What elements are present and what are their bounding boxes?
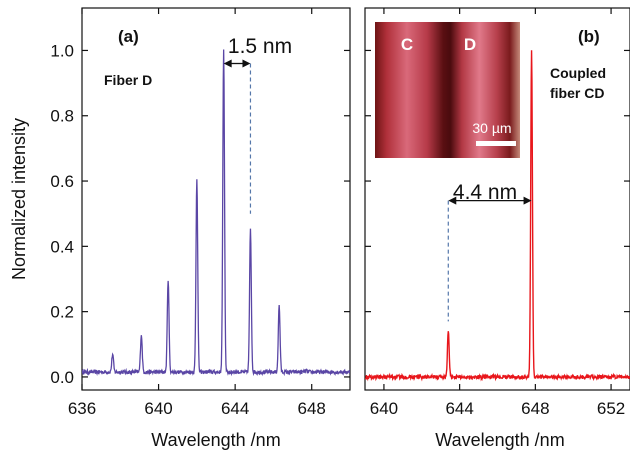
x-tick-label: 640 [144,399,172,418]
panel-a-arrowhead-left [223,59,232,68]
panel-a-spectrum-line [82,49,350,377]
y-axis-label: Normalized intensity [9,118,29,280]
y-tick-label: 0.6 [50,172,74,191]
panel-a: 636 640 644 648 0.0 0.2 0.4 0.6 0.8 1.0 1.5 nm (a… [9,7,351,450]
panel-b-legend-line-2: fiber CD [550,85,604,101]
y-tick-label: 1.0 [50,41,74,60]
panel-a-frame [81,7,351,391]
x-tick-label: 644 [445,399,473,418]
panel-a-label: (a) [118,27,139,46]
panel-b-spectrum-line [365,50,630,382]
y-tick-label: 0.2 [50,303,74,322]
x-tick-label: 648 [298,399,326,418]
panel-b-label: (b) [578,27,600,46]
panel-a-x-axis-label: Wavelength /nm [151,430,280,450]
panel-b-x-axis-label: Wavelength /nm [435,430,564,450]
inset-label-c: C [401,35,413,54]
y-tick-label: 0.4 [50,237,74,256]
panel-b-annotation: 4.4 nm [453,181,517,204]
inset-micrograph: C D 30 µm [375,22,520,158]
panel-b-arrowhead-left [448,196,457,205]
panel-b-frame [364,7,630,391]
inset-scale-bar [476,141,516,146]
panel-b: 640 644 648 652 4.4 nm (b) Coupled fiber CD… [364,7,630,450]
y-tick-label: 0.8 [50,107,74,126]
inset-label-d: D [464,35,476,54]
panel-a-annotation: 1.5 nm [228,35,292,58]
panel-b-legend-line-1: Coupled [550,65,606,81]
y-tick-label: 0.0 [50,368,74,387]
panel-a-legend-text: Fiber D [104,72,152,88]
panel-b-arrowhead-right [523,196,532,205]
x-tick-label: 652 [597,399,625,418]
x-tick-label: 640 [370,399,398,418]
x-tick-label: 648 [521,399,549,418]
x-tick-label: 644 [221,399,249,418]
panel-a-arrowhead-right [242,59,251,68]
panel-a-ticks: 636 640 644 648 0.0 0.2 0.4 0.6 0.8 1.0 [50,8,350,418]
inset-image [375,22,520,158]
inset-scale-label: 30 µm [472,120,511,136]
x-tick-label: 636 [68,399,96,418]
panel-b-ticks: 640 644 648 652 [365,8,630,418]
